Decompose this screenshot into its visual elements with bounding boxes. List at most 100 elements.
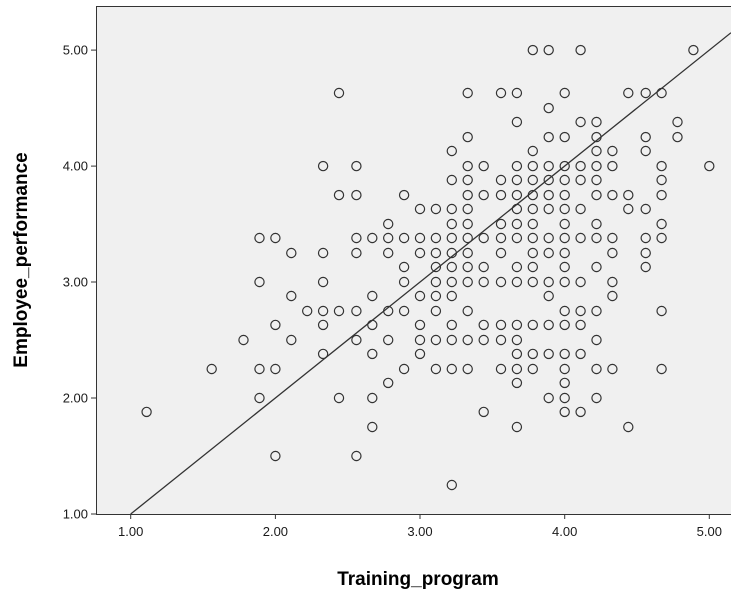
y-tick-label: 2.00 <box>63 391 88 406</box>
data-point <box>543 276 554 288</box>
data-point <box>591 261 602 273</box>
data-point <box>672 116 683 128</box>
data-point <box>511 261 523 273</box>
data-point <box>462 363 473 375</box>
data-point <box>478 406 489 418</box>
data-point <box>446 479 457 491</box>
data-point <box>367 232 378 244</box>
data-point <box>495 276 507 288</box>
data-point <box>591 189 602 201</box>
data-point <box>398 305 410 317</box>
data-point <box>640 87 651 99</box>
x-tick-label: 5.00 <box>697 524 722 539</box>
data-point <box>527 363 539 375</box>
data-point <box>430 261 442 273</box>
data-point <box>351 334 362 346</box>
data-point <box>317 348 329 360</box>
data-point <box>511 276 523 288</box>
data-point <box>591 305 602 317</box>
data-point <box>351 450 362 462</box>
data-point <box>575 406 586 418</box>
data-point <box>495 247 507 259</box>
data-point <box>623 87 634 99</box>
data-point <box>543 290 554 302</box>
data-point <box>527 44 539 56</box>
data-point <box>511 348 523 360</box>
data-point <box>254 276 265 288</box>
data-point <box>559 174 570 186</box>
data-point <box>430 363 442 375</box>
data-point <box>478 334 489 346</box>
data-point <box>527 319 539 331</box>
data-point <box>623 203 634 215</box>
data-point <box>543 189 554 201</box>
data-point <box>656 363 667 375</box>
data-point <box>333 305 345 317</box>
data-point <box>511 319 523 331</box>
y-tick-label: 5.00 <box>63 43 88 58</box>
data-point <box>254 232 265 244</box>
data-point <box>446 276 457 288</box>
data-point <box>351 189 362 201</box>
data-point <box>270 319 281 331</box>
data-point <box>414 232 426 244</box>
data-point <box>446 363 457 375</box>
data-point <box>398 189 410 201</box>
data-point <box>591 145 602 157</box>
data-point <box>543 160 554 172</box>
data-point <box>543 319 554 331</box>
data-point <box>575 203 586 215</box>
data-point <box>511 421 523 433</box>
data-point <box>414 319 426 331</box>
data-point <box>383 232 394 244</box>
data-point <box>446 261 457 273</box>
data-point <box>462 160 473 172</box>
data-point <box>270 232 281 244</box>
data-point <box>607 232 618 244</box>
data-point <box>478 261 489 273</box>
data-point <box>351 160 362 172</box>
data-point <box>640 145 651 157</box>
data-point <box>430 247 442 259</box>
data-point <box>367 290 378 302</box>
data-point <box>575 44 586 56</box>
data-point <box>672 131 683 143</box>
data-point <box>462 131 473 143</box>
data-point <box>398 276 410 288</box>
data-point <box>575 276 586 288</box>
data-point <box>527 348 539 360</box>
data-point <box>367 421 378 433</box>
data-point <box>623 189 634 201</box>
data-point <box>656 232 667 244</box>
data-point <box>559 276 570 288</box>
data-point <box>398 232 410 244</box>
data-point <box>478 319 489 331</box>
data-point <box>511 174 523 186</box>
data-point <box>286 247 297 259</box>
data-point <box>462 305 473 317</box>
data-point <box>286 290 297 302</box>
data-point <box>527 261 539 273</box>
data-point <box>591 116 602 128</box>
data-point <box>333 189 345 201</box>
data-point <box>462 218 473 230</box>
data-point <box>414 247 426 259</box>
data-point <box>640 232 651 244</box>
data-point <box>398 363 410 375</box>
data-point <box>511 232 523 244</box>
data-point <box>511 377 523 389</box>
data-point <box>446 145 457 157</box>
data-point <box>607 247 618 259</box>
data-point <box>559 232 570 244</box>
data-point <box>527 160 539 172</box>
ticks-layer: 1.00 2.00 3.00 4.00 5.00 1.00 2.00 3.00 4.00 5.00 <box>63 43 722 539</box>
data-point <box>141 406 152 418</box>
data-point <box>511 363 523 375</box>
data-point <box>527 247 539 259</box>
data-point <box>543 174 554 186</box>
data-point <box>317 305 329 317</box>
data-point <box>607 145 618 157</box>
data-point <box>527 276 539 288</box>
data-point <box>559 363 570 375</box>
data-point <box>511 87 523 99</box>
